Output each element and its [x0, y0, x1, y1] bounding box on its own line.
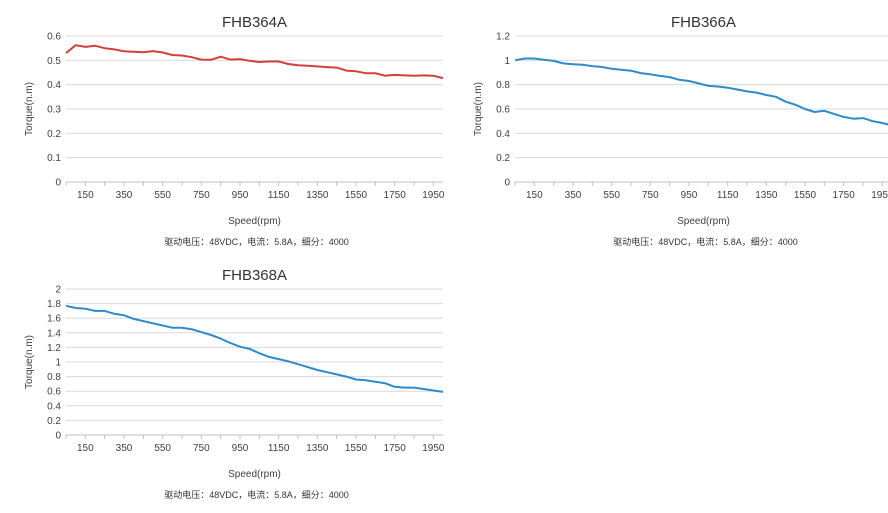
y-tick-label: 1.2	[496, 32, 510, 43]
x-tick-label: 1150	[268, 190, 290, 201]
x-tick-label: 350	[116, 190, 133, 201]
y-tick-label: 1	[504, 56, 510, 67]
y-tick-label: 1.6	[47, 314, 61, 325]
x-tick-label: 950	[681, 190, 698, 201]
x-tick-label: 1750	[384, 443, 407, 454]
y-tick-label: 0	[504, 178, 510, 189]
y-axis-label: Torque(n.m)	[24, 335, 35, 389]
chart-title: FHB364A	[222, 14, 287, 31]
y-tick-label: 0.2	[47, 129, 61, 140]
x-tick-label: 1550	[345, 443, 368, 454]
chart-title: FHB366A	[671, 14, 736, 31]
series-line	[65, 304, 444, 393]
series-line	[65, 44, 444, 80]
x-axis-label: Speed(rpm)	[677, 216, 730, 227]
x-tick-label: 350	[116, 443, 133, 454]
x-tick-label: 150	[526, 190, 543, 201]
x-tick-label: 1550	[794, 190, 817, 201]
y-tick-label: 1.2	[47, 343, 61, 354]
series-line	[514, 57, 888, 126]
y-tick-label: 0.1	[47, 153, 61, 164]
x-tick-label: 350	[565, 190, 582, 201]
x-tick-label: 150	[77, 443, 94, 454]
x-tick-label: 550	[154, 443, 171, 454]
y-tick-label: 1	[55, 358, 61, 369]
x-tick-label: 750	[193, 443, 210, 454]
y-tick-label: 0.4	[496, 129, 510, 140]
x-tick-label: 1750	[833, 190, 856, 201]
x-tick-label: 1150	[268, 443, 290, 454]
x-axis-label: Speed(rpm)	[228, 216, 281, 227]
y-tick-label: 0.4	[47, 401, 61, 412]
x-axis-label: Speed(rpm)	[228, 469, 281, 480]
x-tick-label: 950	[232, 190, 249, 201]
x-tick-label: 1950	[871, 190, 888, 201]
y-tick-label: 0.3	[47, 105, 61, 116]
x-tick-label: 550	[154, 190, 171, 201]
x-tick-label: 1350	[306, 190, 329, 201]
chart-svg-fhb364a: FHB364A 0 0.1 0.2 0.3 0.4 0.5 0.6 150 350 550 750 95…	[24, 14, 445, 247]
x-tick-label: 1950	[422, 190, 445, 201]
chart-note: 驱动电压：48VDC，电流：5.8A，细分：4000	[164, 236, 349, 247]
chart-title: FHB368A	[222, 267, 287, 284]
chart-panel-fhb366a: FHB366A 0 0.2 0.4 0.6 0.8 1 1.2 150 350 550 750 950 1…	[446, 0, 888, 257]
x-tick-label: 750	[193, 190, 210, 201]
y-axis-label: Torque(n.m)	[24, 82, 35, 136]
y-tick-label: 1.8	[47, 299, 61, 310]
chart-panel-fhb364a: FHB364A 0 0.1 0.2 0.3 0.4 0.5 0.6 150 350 550 750 95…	[0, 0, 450, 257]
x-tick-label: 1550	[345, 190, 368, 201]
x-tick-label: 1350	[306, 443, 329, 454]
y-tick-label: 0.5	[47, 56, 61, 67]
chart-note: 驱动电压：48VDC，电流：5.8A，细分：4000	[164, 489, 349, 500]
y-axis-label: Torque(n.m)	[473, 82, 484, 136]
y-tick-label: 0.6	[496, 105, 510, 116]
chart-note: 驱动电压：48VDC，电流：5.8A，细分：4000	[613, 236, 798, 247]
x-tick-label: 750	[642, 190, 659, 201]
y-tick-label: 0.8	[47, 372, 61, 383]
x-tick-label: 150	[77, 190, 94, 201]
y-tick-label: 0	[55, 178, 61, 189]
x-tick-label: 950	[232, 443, 249, 454]
x-tick-label: 1150	[717, 190, 739, 201]
x-tick-label: 1950	[422, 443, 445, 454]
y-tick-label: 2	[55, 285, 61, 296]
x-tick-label: 550	[603, 190, 620, 201]
y-tick-label: 0.4	[47, 80, 61, 91]
x-tick-label: 1750	[384, 190, 407, 201]
y-tick-label: 0.2	[47, 416, 61, 427]
chart-svg-fhb368a: FHB368A 0 0.2 0.4 0.6 0.8 1 1.2 1.4 1.6 1.8 2 150 350…	[24, 267, 445, 500]
x-tick-label: 1350	[755, 190, 778, 201]
y-tick-label: 0.2	[496, 153, 510, 164]
y-tick-label: 0.6	[47, 32, 61, 43]
y-tick-label: 0.8	[496, 80, 510, 91]
chart-svg-fhb366a: FHB366A 0 0.2 0.4 0.6 0.8 1 1.2 150 350 550 750 950 1…	[473, 14, 888, 247]
y-tick-label: 0	[55, 431, 61, 442]
chart-panel-fhb368a: FHB368A 0 0.2 0.4 0.6 0.8 1 1.2 1.4 1.6 1.8 2 150 350…	[0, 254, 450, 513]
y-tick-label: 1.4	[47, 328, 61, 339]
y-tick-label: 0.6	[47, 387, 61, 398]
